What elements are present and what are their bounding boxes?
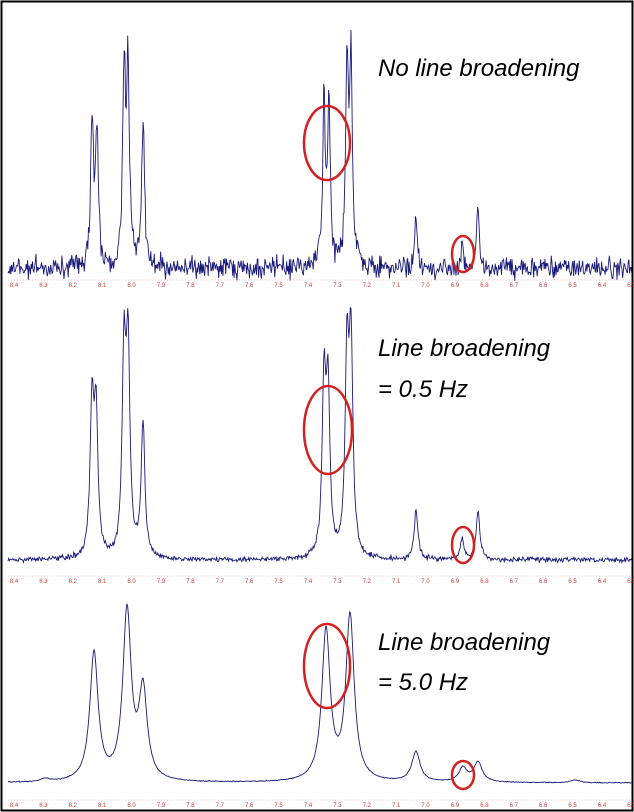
spectrum-panel: 8.4 8.3 8.2 8.1 8.0 7.9 7.8 7.7 7.6 7.5 7.4 7.3 7.2 7… <box>7 603 634 809</box>
axis-tick-label: 7.9 <box>157 803 166 809</box>
axis-tick-label: 7.8 <box>186 803 195 809</box>
axis-tick-label: 7.5 <box>274 579 283 585</box>
axis-tick-label: 7.8 <box>186 283 195 289</box>
highlight-circle <box>450 234 476 274</box>
spectrum-line <box>7 603 632 784</box>
axis-tick-label: 6.7 <box>510 803 519 809</box>
axis-tick-label: 8.1 <box>98 579 107 585</box>
axis-tick-label: 6.5 <box>568 283 577 289</box>
axis-tick-label: 7.6 <box>245 579 254 585</box>
highlight-circle <box>302 622 352 710</box>
axis-tick-label: 7.1 <box>392 579 401 585</box>
spectrum-line <box>7 306 633 565</box>
axis-tick-label: 7.4 <box>304 579 313 585</box>
panel-label: = 0.5 Hz <box>378 376 468 403</box>
spectrum-panel: 8.4 8.3 8.2 8.1 8.0 7.9 7.8 7.7 7.6 7.5 7.4 7.3 7.2 7… <box>7 30 634 289</box>
panel-label: = 5.0 Hz <box>378 669 468 696</box>
panel-label: Line broadening <box>378 629 551 656</box>
axis-tick-label: 7.7 <box>216 283 225 289</box>
panel-label: Line broadening <box>378 335 551 362</box>
axis-tick-label: 7.0 <box>421 579 430 585</box>
axis-tick-label: 7.6 <box>245 803 254 809</box>
axis-tick-label: 7.8 <box>186 579 195 585</box>
axis-tick-label: 8.4 <box>10 283 19 289</box>
axis-tick-label: 6.3 <box>627 803 634 809</box>
highlight-circle <box>302 384 354 476</box>
axis-tick-label: 6.6 <box>539 283 548 289</box>
axis-tick-label: 8.0 <box>127 283 136 289</box>
panel-label: No line broadening <box>378 55 580 82</box>
axis-tick-label: 6.3 <box>627 579 634 585</box>
axis-tick-label: 8.2 <box>69 803 78 809</box>
axis-tick-label: 6.9 <box>451 579 460 585</box>
axis-tick-label: 6.9 <box>451 803 460 809</box>
axis-tick-label: 6.4 <box>598 283 607 289</box>
axis-tick-label: 8.2 <box>69 283 78 289</box>
axis-tick-label: 6.6 <box>539 579 548 585</box>
axis-tick-label: 7.7 <box>216 579 225 585</box>
axis-tick-label: 7.4 <box>304 803 313 809</box>
highlight-circle <box>450 759 476 791</box>
axis-tick-label: 7.9 <box>157 283 166 289</box>
axis-tick-label: 8.1 <box>98 803 107 809</box>
axis-tick-label: 7.0 <box>421 283 430 289</box>
axis-tick-label: 7.4 <box>304 283 313 289</box>
axis-tick-label: 8.0 <box>127 579 136 585</box>
axis-tick-label: 7.1 <box>392 283 401 289</box>
axis-tick-label: 6.3 <box>627 283 634 289</box>
spectrum-line <box>7 30 633 281</box>
axis-tick-label: 7.7 <box>216 803 225 809</box>
axis-tick-label: 7.5 <box>274 283 283 289</box>
axis-tick-label: 8.1 <box>98 283 107 289</box>
axis-tick-label: 6.8 <box>480 803 489 809</box>
axis-tick-label: 7.2 <box>363 283 372 289</box>
axis-tick-label: 7.9 <box>157 579 166 585</box>
axis-tick-label: 6.4 <box>598 803 607 809</box>
axis-tick-label: 7.5 <box>274 803 283 809</box>
axis-tick-label: 8.4 <box>10 803 19 809</box>
axis-tick-label: 7.3 <box>333 283 342 289</box>
axis-tick-label: 7.0 <box>421 803 430 809</box>
axis-tick-label: 7.3 <box>333 579 342 585</box>
axis-tick-label: 8.3 <box>39 283 48 289</box>
axis-tick-label: 6.7 <box>510 579 519 585</box>
axis-tick-label: 7.6 <box>245 283 254 289</box>
axis-tick-label: 8.2 <box>69 579 78 585</box>
axis-tick-label: 8.3 <box>39 803 48 809</box>
axis-tick-label: 6.4 <box>598 579 607 585</box>
axis-tick-label: 7.2 <box>363 579 372 585</box>
axis-tick-label: 6.5 <box>568 579 577 585</box>
axis-tick-label: 6.9 <box>451 283 460 289</box>
axis-tick-label: 8.4 <box>10 579 19 585</box>
axis-tick-label: 8.0 <box>127 803 136 809</box>
highlight-circle <box>450 525 476 565</box>
highlight-circle <box>302 104 352 182</box>
axis-tick-label: 8.3 <box>39 579 48 585</box>
axis-tick-label: 6.5 <box>568 803 577 809</box>
axis-tick-label: 7.3 <box>333 803 342 809</box>
axis-tick-label: 6.8 <box>480 579 489 585</box>
axis-tick-label: 6.6 <box>539 803 548 809</box>
axis-tick-label: 6.7 <box>510 283 519 289</box>
axis-tick-label: 6.8 <box>480 283 489 289</box>
spectrum-panel: 8.4 8.3 8.2 8.1 8.0 7.9 7.8 7.7 7.6 7.5 7.4 7.3 7.2 7… <box>7 306 634 585</box>
axis-tick-label: 7.1 <box>392 803 401 809</box>
axis-tick-label: 7.2 <box>363 803 372 809</box>
